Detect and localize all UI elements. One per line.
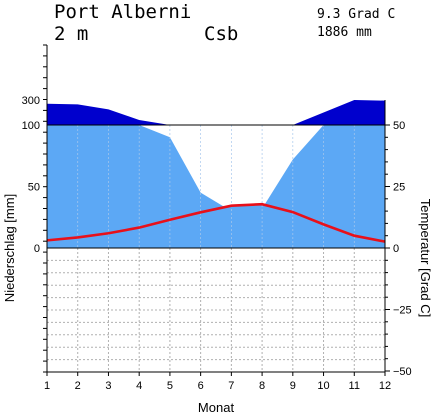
humid-area-lower [47, 204, 385, 248]
x-tick-label-11: 11 [349, 380, 360, 392]
annual-precipitation: 1886 mm [317, 25, 372, 40]
right-tick-label-1: 25 [393, 182, 405, 194]
x-tick-label-3: 3 [105, 380, 111, 392]
station-elevation: 2 m [54, 23, 88, 45]
perhumid-area [47, 100, 385, 125]
right-axis-title: Temperatur [Grad C] [418, 199, 433, 318]
x-tick-label-6: 6 [198, 380, 204, 392]
right-tick-label-0: 50 [393, 120, 405, 132]
x-tick-label-12: 12 [379, 380, 391, 392]
right-tick-label-4: −50 [393, 366, 412, 378]
climate-class: Csb [204, 23, 238, 45]
x-tick-label-2: 2 [75, 380, 81, 392]
x-tick-label-4: 4 [136, 380, 142, 392]
left-tick-label-1: 100 [22, 120, 40, 132]
x-tick-label-9: 9 [290, 380, 296, 392]
x-tick-label-1: 1 [44, 380, 50, 392]
left-axis-title: Niederschlag [mm] [2, 194, 17, 302]
left-tick-label-3: 0 [34, 243, 40, 255]
left-tick-label-2: 50 [28, 182, 40, 194]
x-tick-label-8: 8 [259, 380, 265, 392]
left-tick-label-0: 300 [22, 95, 40, 107]
mean-temperature: 9.3 Grad C [317, 7, 395, 22]
right-tick-label-3: −25 [393, 305, 412, 317]
right-tick-label-2: 0 [393, 243, 399, 255]
station-name: Port Alberni [54, 1, 191, 23]
temperature-line [46, 202, 386, 243]
x-tick-label-7: 7 [228, 380, 234, 392]
x-axis-title: Monat [198, 400, 235, 415]
x-tick-label-10: 10 [317, 380, 329, 392]
x-tick-label-5: 5 [167, 380, 173, 392]
